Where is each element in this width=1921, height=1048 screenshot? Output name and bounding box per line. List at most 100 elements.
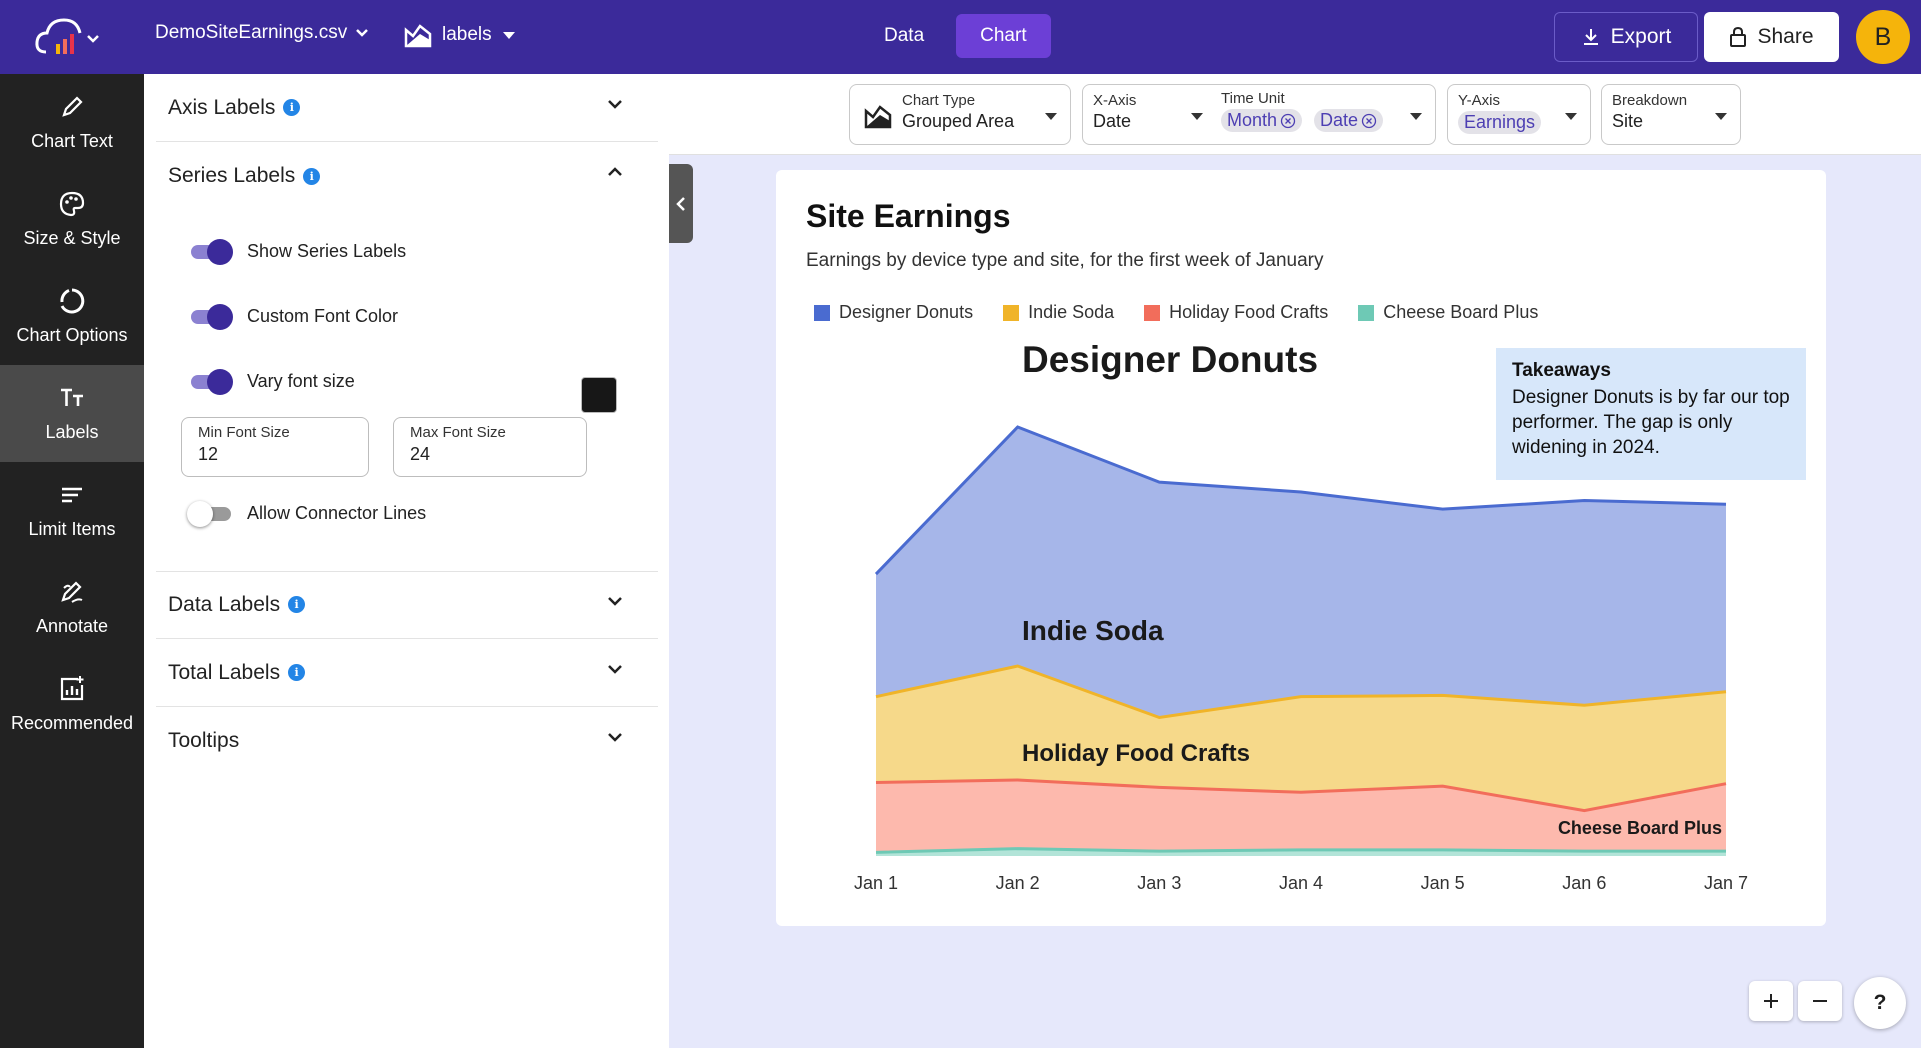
list-icon [62, 487, 82, 503]
allow-connector-lines-row: Allow Connector Lines [187, 501, 426, 527]
annotate-icon [61, 581, 83, 603]
nav-label: Limit Items [28, 519, 116, 539]
file-dropdown[interactable]: DemoSiteEarnings.csv [155, 22, 369, 44]
view-tabs: Data Chart [860, 14, 1051, 58]
labels-settings-panel: Axis Labels i Series Labels i Show Serie… [144, 74, 669, 1048]
section-title: Series Labels [168, 164, 296, 187]
legend-item[interactable]: Holiday Food Crafts [1144, 302, 1328, 323]
series-label[interactable]: Cheese Board Plus [1558, 818, 1722, 838]
nav-recommended[interactable]: Recommended [0, 656, 144, 753]
share-button[interactable]: Share [1704, 12, 1839, 62]
y-axis-chip[interactable]: Earnings [1458, 111, 1542, 134]
zoom-out-button[interactable] [1798, 981, 1842, 1021]
x-tick-label: Jan 1 [854, 873, 898, 893]
export-button[interactable]: Export [1554, 12, 1698, 62]
export-label: Export [1610, 25, 1672, 48]
font-color-swatch[interactable] [581, 377, 617, 413]
select-label: Time Unit [1221, 90, 1285, 107]
lock-icon [1730, 26, 1747, 47]
x-tick-label: Jan 6 [1562, 873, 1606, 893]
sheet-dropdown[interactable]: labels [404, 22, 516, 48]
nav-size-style[interactable]: Size & Style [0, 171, 144, 268]
legend-label: Designer Donuts [839, 302, 974, 322]
time-unit-chip[interactable]: Month [1221, 109, 1303, 132]
chart-title[interactable]: Site Earnings [806, 198, 1011, 234]
info-icon[interactable]: i [288, 664, 306, 681]
data-labels-section[interactable]: Data Labels i [156, 571, 658, 639]
chevron-down-icon [608, 100, 622, 109]
caret-down-icon [1410, 113, 1422, 120]
nav-chart-text[interactable]: Chart Text [0, 74, 144, 171]
plus-icon [1764, 994, 1778, 1008]
x-axis-select[interactable]: X-Axis Date Time Unit Month Date [1082, 84, 1436, 145]
y-axis-select[interactable]: Y-Axis Earnings [1447, 84, 1591, 145]
chip-label: Date [1320, 110, 1359, 130]
nav-label: Labels [45, 422, 99, 442]
series-label[interactable]: Holiday Food Crafts [1022, 740, 1250, 767]
legend-item[interactable]: Cheese Board Plus [1358, 302, 1538, 323]
text-size-icon [61, 388, 83, 406]
info-icon[interactable]: i [303, 167, 321, 185]
takeaway-title: Takeaways [1512, 360, 1611, 381]
axis-labels-section[interactable]: Axis Labels i [156, 74, 658, 142]
palette-icon [59, 191, 85, 217]
series-label[interactable]: Designer Donuts [1022, 339, 1318, 380]
chevron-down-icon [608, 733, 622, 742]
select-value: Date [1093, 111, 1132, 131]
custom-font-color-toggle[interactable] [189, 304, 233, 330]
area-chart-icon [404, 24, 432, 48]
total-labels-section[interactable]: Total Labels i [156, 639, 658, 707]
vary-font-size-toggle[interactable] [189, 369, 233, 395]
legend-swatch [814, 304, 830, 321]
minus-icon [1813, 1000, 1827, 1002]
x-tick-label: Jan 3 [1137, 873, 1181, 893]
nav-chart-options[interactable]: Chart Options [0, 268, 144, 365]
left-nav: Chart Text Size & Style Chart Options La… [0, 74, 144, 1048]
chart-subtitle[interactable]: Earnings by device type and site, for th… [806, 250, 1324, 271]
nav-labels[interactable]: Labels [0, 365, 144, 462]
cloud-logo-icon [35, 18, 99, 54]
chart-config-bar: Chart Type Grouped Area X-Axis Date Time… [669, 74, 1921, 155]
toggle-label: Vary font size [247, 370, 355, 391]
takeaway-annotation[interactable]: Takeaways Designer Donuts is by far our … [1496, 348, 1806, 480]
allow-connector-lines-toggle[interactable] [187, 501, 233, 527]
nav-label: Recommended [10, 713, 134, 733]
breakdown-select[interactable]: Breakdown Site [1601, 84, 1741, 145]
remove-icon[interactable] [1280, 113, 1296, 129]
x-tick-label: Jan 2 [996, 873, 1040, 893]
section-title: Tooltips [168, 729, 240, 752]
help-button[interactable]: ? [1854, 977, 1906, 1029]
show-series-labels-toggle[interactable] [189, 239, 233, 265]
x-tick-label: Jan 4 [1279, 873, 1323, 893]
legend-item[interactable]: Designer Donuts [814, 302, 973, 323]
info-icon[interactable]: i [283, 99, 301, 116]
user-avatar[interactable]: B [1856, 10, 1910, 64]
collapse-panel-handle[interactable] [669, 164, 693, 243]
tab-data[interactable]: Data [884, 25, 925, 46]
remove-icon[interactable] [1361, 113, 1377, 129]
tooltips-section[interactable]: Tooltips [156, 707, 658, 775]
legend-item[interactable]: Indie Soda [1003, 302, 1114, 323]
series-line-cheese-board-plus [875, 847, 1726, 854]
show-series-labels-row: Show Series Labels [189, 239, 406, 265]
zoom-in-button[interactable] [1749, 981, 1793, 1021]
info-icon[interactable]: i [288, 596, 306, 613]
max-font-size-field[interactable]: Max Font Size 24 [393, 417, 587, 477]
nav-label: Chart Options [16, 325, 128, 345]
chip-label: Month [1227, 110, 1278, 130]
min-font-size-field[interactable]: Min Font Size 12 [181, 417, 369, 477]
chart-type-select[interactable]: Chart Type Grouped Area [849, 84, 1071, 145]
nav-label: Chart Text [31, 131, 113, 151]
vary-font-size-row: Vary font size [189, 369, 355, 395]
app-logo-menu[interactable] [34, 12, 104, 62]
time-unit-chip[interactable]: Date [1314, 109, 1384, 132]
nav-label: Annotate [35, 616, 109, 636]
series-labels-section[interactable]: Series Labels i [156, 142, 658, 210]
caret-down-icon [1191, 113, 1203, 120]
sheet-name: labels [442, 24, 492, 45]
nav-annotate[interactable]: Annotate [0, 559, 144, 656]
series-label[interactable]: Indie Soda [1022, 615, 1164, 646]
tab-chart[interactable]: Chart [956, 14, 1051, 58]
time-unit-select[interactable]: Time Unit Month Date [1221, 90, 1384, 132]
nav-limit-items[interactable]: Limit Items [0, 462, 144, 559]
